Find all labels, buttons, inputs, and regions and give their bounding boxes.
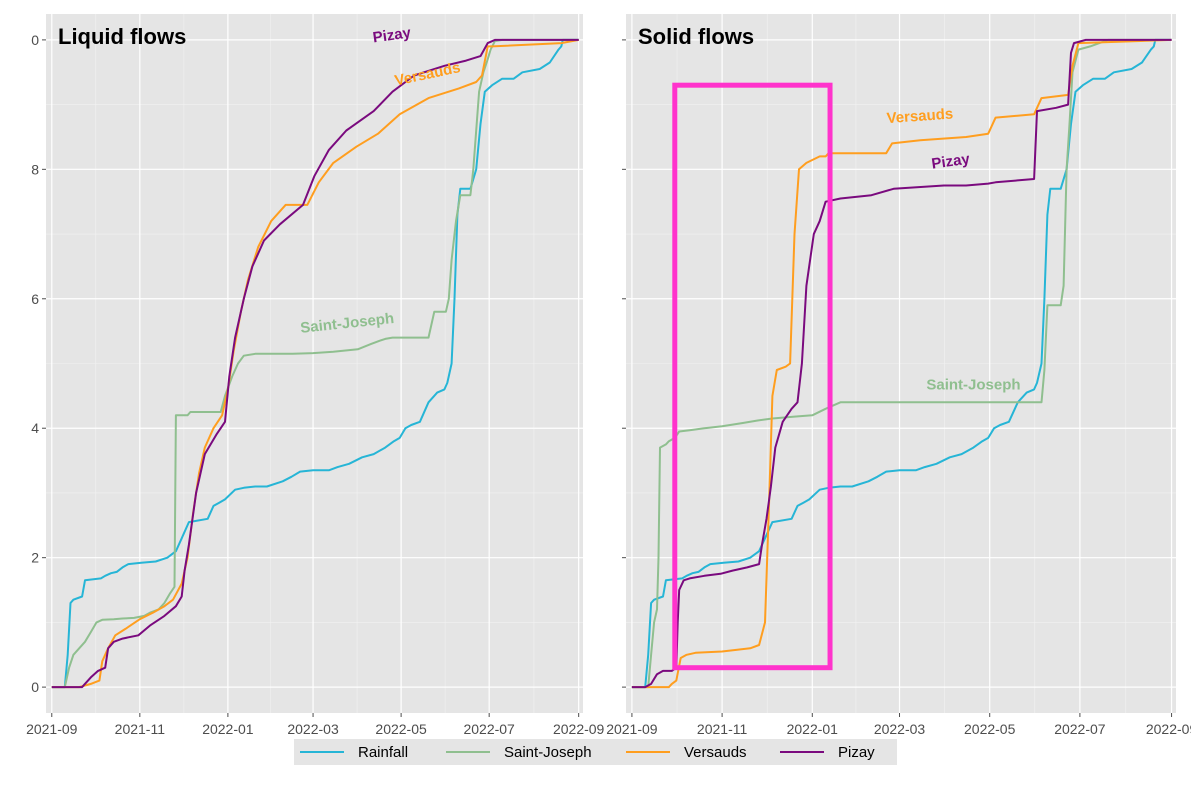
x-tick-label: 2021-11 (115, 721, 166, 737)
y-tick-label: 8 (31, 161, 39, 177)
series-label-saint-joseph: Saint-Joseph (926, 376, 1020, 393)
x-tick-label: 2022-07 (463, 721, 515, 737)
series-label-pizay: Pizay (372, 24, 413, 46)
y-tick-label: 6 (31, 291, 39, 307)
x-tick-label: 2022-01 (787, 721, 839, 737)
series-line-rainfall (51, 38, 579, 689)
x-tick-label: 2022-03 (287, 721, 339, 737)
x-tick-label: 2022-07 (1054, 721, 1106, 737)
y-tick-label: 4 (31, 420, 39, 436)
legend-label: Rainfall (358, 744, 408, 761)
legend-label: Versauds (684, 744, 747, 761)
series-line-versauds (631, 38, 1172, 689)
x-tick-label: 2021-09 (26, 721, 78, 737)
y-tick-label: 2 (31, 550, 39, 566)
x-tick-label: 2022-09 (1146, 721, 1191, 737)
x-tick-label: 2022-03 (874, 721, 926, 737)
x-tick-label: 2022-05 (375, 721, 427, 737)
x-tick-label: 2022-01 (202, 721, 254, 737)
series-line-pizay (51, 38, 579, 689)
y-tick-label: 0 (31, 32, 39, 48)
legend-label: Saint-Joseph (504, 744, 592, 761)
series-label-pizay: Pizay (930, 150, 971, 172)
series-label-versauds: Versauds (886, 105, 954, 127)
x-tick-label: 2021-11 (697, 721, 748, 737)
y-tick-label: 0 (31, 679, 39, 695)
panel-title: Liquid flows (58, 24, 186, 49)
panel-title: Solid flows (638, 24, 754, 49)
panel-liquid-flows: 0 2 4 6 8 0 2021-09 2021-11 2022-01 2022-03 2022-0… (26, 14, 605, 737)
legend: Rainfall Saint-Joseph Versauds Pizay (294, 739, 897, 765)
series-line-saint-joseph (51, 38, 579, 689)
panel-solid-flows: 2021-09 2021-11 2022-01 2022-03 2022-05 2022-… (606, 14, 1191, 737)
series-line-rainfall (631, 38, 1172, 689)
legend-label: Pizay (838, 744, 875, 761)
x-tick-label: 2021-09 (606, 721, 658, 737)
series-line-pizay (631, 38, 1172, 689)
series-line-saint-joseph (631, 38, 1172, 689)
highlight-box (672, 82, 833, 671)
x-tick-label: 2022-05 (964, 721, 1016, 737)
x-tick-label: 2022-09 (553, 721, 605, 737)
